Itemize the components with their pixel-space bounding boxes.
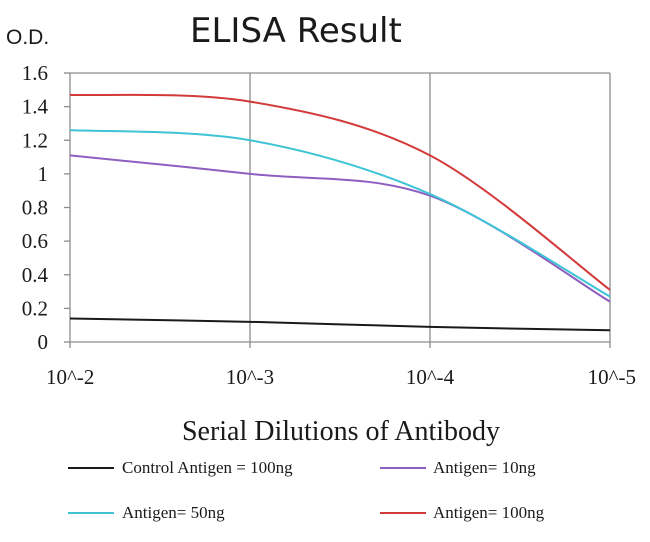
y-axis-label: O.D.	[6, 26, 49, 49]
legend-label: Antigen= 100ng	[433, 503, 545, 522]
y-tick-label: 1.2	[22, 128, 48, 152]
series-line	[69, 93, 611, 291]
legend-label: Control Antigen = 100ng	[122, 458, 293, 477]
y-tick-label: 1	[38, 162, 49, 186]
x-tick-label: 10^-2	[46, 365, 94, 389]
x-tick-label: 10^-5	[588, 365, 636, 389]
series-line	[69, 317, 611, 332]
legend-label: Antigen= 10ng	[433, 458, 536, 477]
y-tick-label: 0.2	[22, 296, 48, 320]
x-tick-label: 10^-3	[226, 365, 274, 389]
series-lines	[69, 93, 611, 332]
y-tick-labels: 0 0.2 0.4 0.6 0.8 1 1.2 1.4 1.6	[22, 61, 49, 354]
y-tick-label: 0.8	[22, 196, 48, 220]
y-tick-label: 0.4	[22, 263, 49, 287]
chart-title: ELISA Result	[190, 11, 402, 51]
x-axis-label: Serial Dilutions of Antibody	[182, 416, 500, 447]
series-line	[69, 129, 611, 298]
legend: Control Antigen = 100ng Antigen= 10ng Anti…	[68, 458, 545, 522]
x-tick-labels: 10^-2 10^-3 10^-4 10^-5	[46, 365, 636, 389]
y-tick-label: 0.6	[22, 229, 48, 253]
y-tick-label: 0	[38, 330, 49, 354]
series-line	[69, 154, 611, 303]
legend-label: Antigen= 50ng	[122, 503, 225, 522]
y-tick-label: 1.6	[22, 61, 48, 85]
grid	[70, 72, 611, 342]
y-tick-label: 1.4	[22, 95, 49, 119]
x-tick-label: 10^-4	[406, 365, 455, 389]
axes	[64, 72, 611, 348]
